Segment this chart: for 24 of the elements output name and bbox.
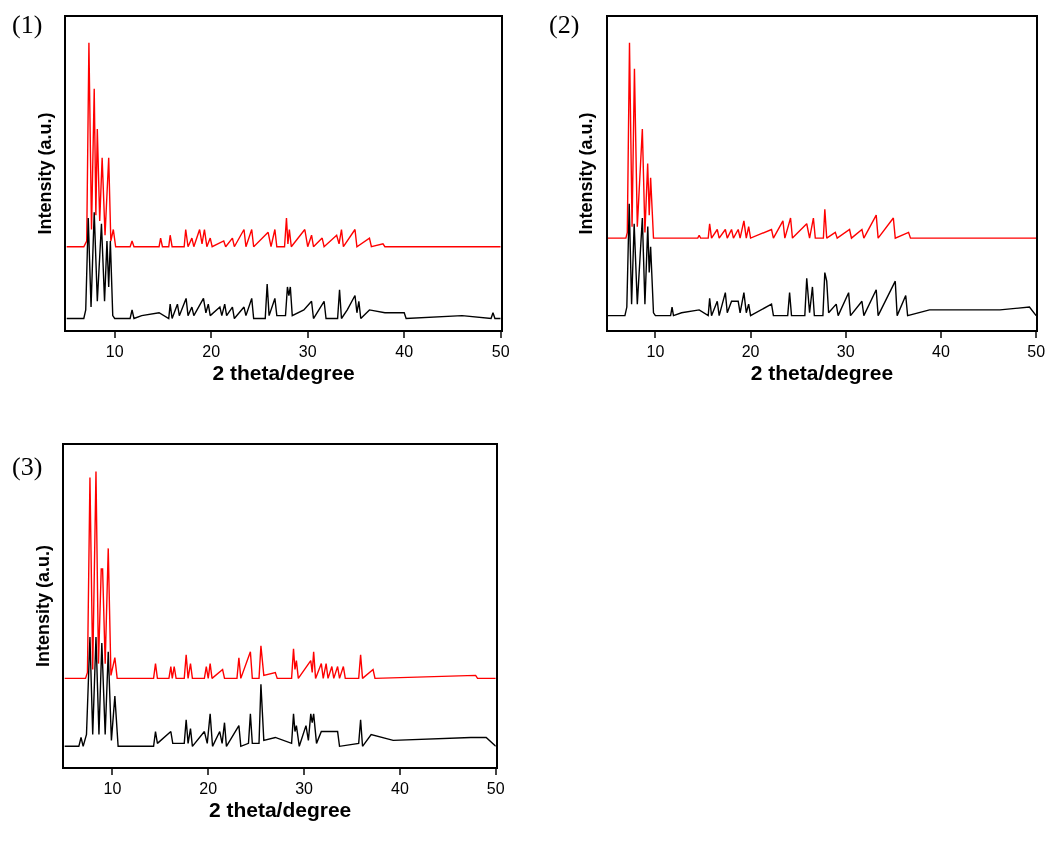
x-tick-label: 10 <box>646 343 665 361</box>
x-tick-label: 20 <box>199 780 218 798</box>
chart-title: (3) <box>12 452 43 481</box>
x-axis-title: 2 theta/degree <box>212 360 355 384</box>
x-tick-label: 10 <box>103 780 122 798</box>
x-tick-label: 50 <box>1027 343 1046 361</box>
y-axis-title: Intensity (a.u.) <box>35 112 56 235</box>
x-tick-label: 40 <box>932 343 950 361</box>
x-tick-label: 40 <box>395 343 414 361</box>
x-tick-label: 30 <box>298 343 317 361</box>
y-axis-title: Intensity (a.u.) <box>33 544 54 668</box>
x-axis-title: 2 theta/degree <box>750 360 894 384</box>
x-axis-title: 2 theta/degree <box>208 797 352 821</box>
x-tick-label: 50 <box>491 343 510 361</box>
x-tick-label: 20 <box>202 343 221 361</box>
chart-title: (1) <box>12 10 43 39</box>
chart-title: (2) <box>549 10 580 39</box>
x-tick-label: 10 <box>105 343 124 361</box>
x-tick-label: 30 <box>295 780 314 798</box>
x-tick-label: 30 <box>836 343 855 361</box>
x-tick-label: 50 <box>486 780 505 798</box>
x-tick-label: 40 <box>391 780 409 798</box>
x-tick-label: 20 <box>741 343 760 361</box>
y-axis-title: Intensity (a.u.) <box>576 112 597 235</box>
